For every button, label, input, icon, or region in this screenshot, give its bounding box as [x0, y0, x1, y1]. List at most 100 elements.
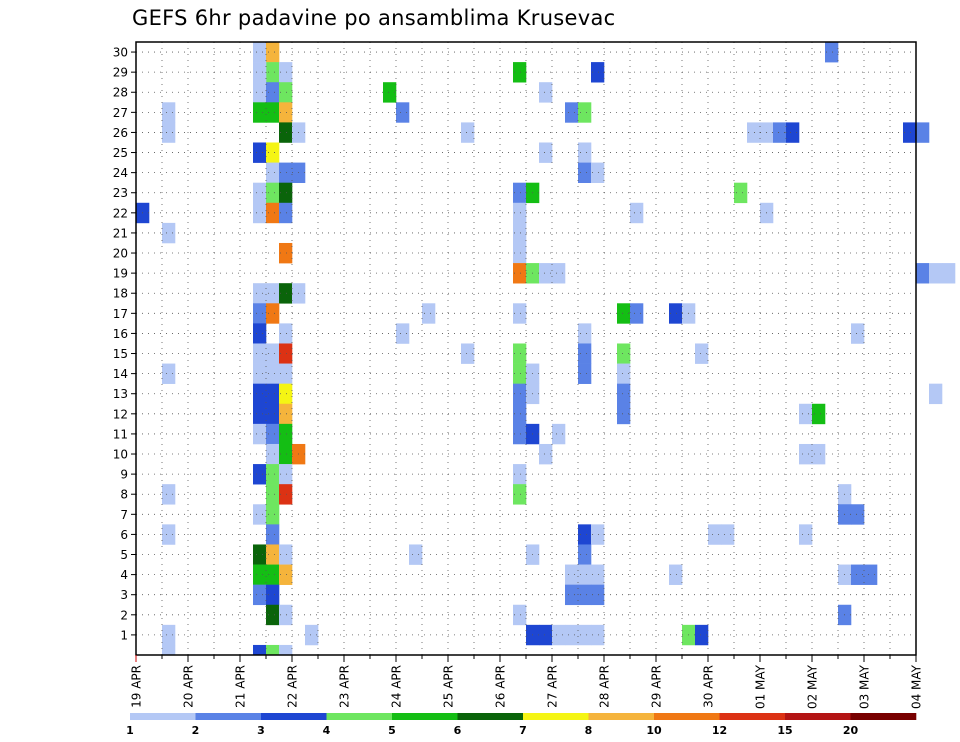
heatmap-cell	[266, 423, 280, 445]
y-tick-label: 1	[120, 628, 128, 642]
heatmap-cell	[565, 584, 579, 606]
heatmap-cell	[253, 544, 267, 565]
colorbar-label: 2	[192, 724, 200, 737]
x-tick-label: 02 MAY	[806, 664, 820, 709]
heatmap-cell	[617, 343, 631, 364]
heatmap-cell	[578, 524, 592, 545]
heatmap-cell	[279, 544, 293, 565]
y-tick-label: 2	[120, 608, 128, 622]
heatmap-cell	[916, 263, 930, 284]
heatmap-cell	[279, 644, 293, 656]
heatmap-cell	[565, 102, 579, 123]
heatmap-cell	[695, 343, 709, 364]
heatmap-cell	[539, 142, 553, 163]
y-tick-label: 3	[120, 588, 128, 602]
y-tick-label: 27	[113, 106, 128, 120]
heatmap-cell	[513, 222, 527, 244]
heatmap-cell	[266, 182, 280, 204]
y-tick-label: 26	[113, 126, 128, 140]
heatmap-cell	[786, 122, 800, 143]
heatmap-cell	[617, 363, 631, 384]
heatmap-cell	[578, 363, 592, 384]
heatmap-cell	[253, 343, 267, 364]
colorbar-swatch	[850, 713, 917, 720]
heatmap-cell	[253, 142, 267, 163]
y-tick-label: 20	[113, 247, 128, 261]
y-tick-label: 15	[113, 347, 128, 361]
heatmap-cell	[266, 82, 280, 103]
colorbar-swatch	[326, 713, 393, 720]
y-tick-label: 12	[113, 407, 128, 421]
heatmap-cell	[513, 263, 527, 284]
colorbar-label: 12	[712, 724, 727, 737]
y-tick-label: 18	[113, 287, 128, 301]
y-tick-label: 21	[113, 226, 128, 240]
heatmap-cell	[617, 383, 631, 405]
heatmap-cell	[253, 82, 267, 103]
heatmap-cell	[253, 303, 267, 324]
heatmap-cell	[552, 423, 566, 445]
heatmap-cell	[617, 303, 631, 324]
heatmap-cell	[747, 122, 761, 143]
colorbar-swatch	[195, 713, 262, 720]
heatmap-cell	[565, 564, 579, 585]
colorbar-label: 20	[843, 724, 859, 737]
colorbar: 1 2 3 4 5 6 7 8 10 12 15 20	[126, 713, 917, 737]
heatmap-cell	[578, 323, 592, 344]
heatmap-cell	[279, 464, 293, 485]
heatmap-cell	[669, 564, 683, 585]
heatmap-cell	[266, 62, 280, 83]
x-tick-label: 03 MAY	[858, 664, 872, 709]
colorbar-swatch	[523, 713, 589, 720]
y-tick-label: 17	[113, 307, 128, 321]
heatmap-cell	[162, 102, 176, 123]
colorbar-swatch	[588, 713, 655, 720]
x-axis: 19 APR 20 APR 21 APR 22 APR 23 APR 24 APR 25 A…	[130, 655, 924, 709]
heatmap-cell	[162, 524, 176, 545]
heatmap-cell	[253, 504, 267, 525]
heatmap-cell	[253, 42, 267, 63]
y-tick-label: 6	[120, 528, 128, 542]
heatmap-cell	[539, 624, 553, 646]
heatmap-cell	[799, 443, 813, 465]
heatmap-cell	[669, 303, 683, 324]
x-tick-label: 20 APR	[182, 665, 196, 708]
x-tick-label: 22 APR	[286, 665, 300, 708]
heatmap-cell	[591, 524, 605, 545]
y-tick-label: 10	[113, 448, 128, 462]
heatmap-cell	[253, 644, 267, 656]
y-tick-label: 11	[113, 427, 128, 441]
heatmap-cell	[617, 403, 631, 425]
heatmap-cell	[266, 584, 280, 606]
heatmap-cell	[266, 162, 280, 183]
heatmap-cell	[253, 283, 267, 304]
heatmap-cell	[266, 283, 280, 304]
y-tick-label: 19	[113, 267, 128, 281]
heatmap-cell	[578, 102, 592, 123]
heatmap-cell	[422, 303, 436, 324]
heatmap-cell	[539, 82, 553, 103]
y-tick-label: 24	[113, 166, 128, 180]
heatmap-cell	[903, 122, 917, 143]
heatmap-cell	[929, 263, 943, 284]
heatmap-cell	[266, 303, 280, 324]
heatmap-cell	[513, 62, 527, 83]
heatmap-cell	[695, 624, 709, 646]
heatmap-cell	[279, 323, 293, 344]
y-tick-label: 5	[120, 548, 128, 562]
heatmap-cell	[591, 162, 605, 183]
heatmap-cell	[591, 564, 605, 585]
heatmap-cell	[708, 524, 722, 545]
heatmap-cell	[279, 122, 293, 143]
y-tick-label: 22	[113, 206, 128, 220]
heatmap-cell	[279, 202, 293, 224]
y-tick-label: 7	[120, 508, 128, 522]
heatmap-cell	[279, 343, 293, 364]
y-tick-label: 29	[113, 66, 128, 80]
heatmap-cell	[552, 624, 566, 646]
heatmap-cell	[253, 323, 267, 344]
heatmap-cell	[279, 242, 293, 264]
heatmap-cell	[266, 383, 280, 405]
heatmap-cell	[162, 122, 176, 143]
heatmap-cell	[305, 624, 319, 646]
